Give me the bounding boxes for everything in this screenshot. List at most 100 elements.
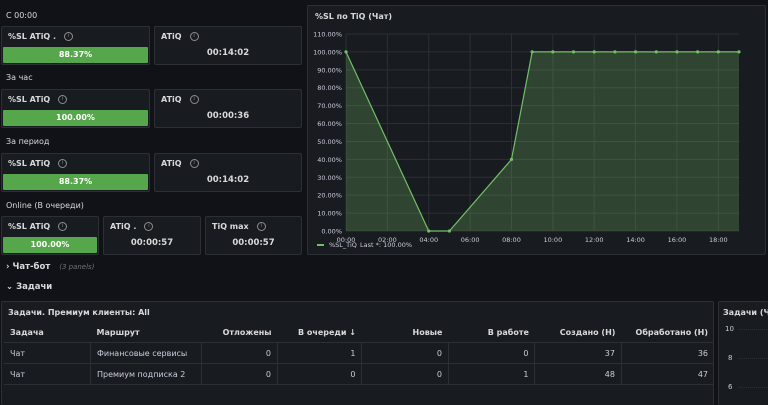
y-tick-label: 40.00%: [317, 156, 342, 164]
sl-gauge-bar: 100.00%: [3, 237, 97, 253]
stat-value: 00:00:57: [232, 238, 275, 248]
chevron-right-icon: ›: [6, 262, 10, 272]
data-point: [613, 50, 617, 54]
cell-created: 48: [534, 363, 622, 385]
stat-title: %SL ATiQ: [8, 222, 51, 231]
data-point: [696, 50, 700, 54]
stat-sl-since[interactable]: %SL ATiQ . i 88.37%: [1, 26, 150, 65]
section-since-midnight: С 00:00: [6, 11, 38, 20]
cell-processed: 36: [621, 342, 714, 364]
stat-sl-period[interactable]: %SL ATiQ i 88.37%: [1, 153, 150, 192]
data-point: [427, 229, 431, 233]
cell-in-work: 1: [448, 363, 536, 385]
y-tick-label: 90.00%: [317, 66, 342, 74]
x-tick-label: 10:00: [543, 236, 562, 244]
grid-line: [739, 358, 768, 359]
stat-title: ATiQ .: [110, 222, 137, 231]
table-title: Задачи. Премиум клиенты: All: [8, 308, 150, 317]
data-point: [654, 50, 658, 54]
y-tick-label: 10.00%: [317, 210, 342, 218]
stat-title: %SL ATiQ: [8, 159, 51, 168]
info-icon[interactable]: i: [144, 222, 154, 231]
grid-line: [739, 329, 768, 330]
info-icon[interactable]: i: [64, 32, 74, 41]
x-tick-label: 04:00: [419, 236, 438, 244]
cell-new: 0: [361, 342, 449, 364]
col-header[interactable]: Обработано (Н): [621, 322, 714, 343]
row-title: Чат-бот: [12, 262, 51, 272]
cell-queue: 1: [277, 342, 363, 364]
stat-atiq-online[interactable]: ATiQ . i 00:00:57: [103, 216, 201, 255]
col-header[interactable]: Маршрут: [90, 322, 202, 343]
info-icon[interactable]: i: [58, 222, 68, 231]
data-point: [716, 50, 720, 54]
stat-value: 00:14:02: [206, 48, 250, 58]
row-tasks-toggle[interactable]: ⌄ Задачи: [6, 282, 52, 292]
cell-processed: 47: [621, 363, 714, 385]
y-tick-label: 8: [728, 354, 733, 362]
chart-title: %SL по TiQ (Чат): [315, 12, 393, 21]
table-row[interactable]: Чат Премиум подписка 2 0 0 0 1 48 47: [4, 363, 714, 385]
chart-panel-sl-tiq[interactable]: %SL по TiQ (Чат) 0.00% 10.00% 20.00% 30.00%…: [307, 5, 766, 255]
row-chatbot-toggle[interactable]: › Чат-бот (3 panels): [6, 262, 94, 272]
stat-atiq-since[interactable]: ATiQ i 00:14:02: [154, 26, 302, 65]
info-icon[interactable]: i: [58, 159, 68, 168]
y-tick-label: 80.00%: [317, 84, 342, 92]
sl-gauge-bar: 88.37%: [3, 174, 148, 190]
stat-value: 00:00:36: [206, 111, 250, 121]
col-header-sorted[interactable]: В очереди ↓: [277, 322, 362, 343]
stat-atiq-period[interactable]: ATiQ i 00:14:02: [154, 153, 302, 192]
panel-title: Задачи (Чат: [723, 308, 768, 317]
y-tick-label: 20.00%: [317, 192, 342, 200]
cell-task: Чат: [4, 363, 91, 385]
info-icon[interactable]: i: [256, 222, 266, 231]
table-header-row: Задача Маршрут Отложены В очереди ↓ Новы…: [4, 322, 714, 343]
tasks-table-panel[interactable]: Задачи. Премиум клиенты: All Задача Марш…: [1, 301, 714, 405]
section-hour: За час: [6, 73, 33, 82]
col-header[interactable]: Новые: [361, 322, 449, 343]
y-tick-label: 0.00%: [321, 228, 342, 236]
data-point: [509, 157, 514, 161]
stat-atiq-hour[interactable]: ATiQ i 00:00:36: [154, 89, 302, 128]
tasks-table: Задача Маршрут Отложены В очереди ↓ Новы…: [4, 322, 714, 385]
stat-sl-online[interactable]: %SL ATiQ i 100.00%: [1, 216, 99, 255]
stat-value: 00:00:57: [130, 238, 174, 248]
stat-value: 00:14:02: [206, 175, 250, 185]
data-point: [737, 50, 741, 54]
cell-postponed: 0: [201, 363, 279, 385]
sl-gauge-bar: 88.37%: [3, 47, 148, 63]
col-header[interactable]: Отложены: [201, 322, 278, 343]
sort-desc-icon: ↓: [349, 327, 356, 337]
sl-tiq-chart: 0.00% 10.00% 20.00% 30.00% 40.00% 50.00% 60.00…: [313, 31, 741, 249]
data-point: [447, 229, 452, 233]
stat-tiq-max-online[interactable]: TiQ max i 00:00:57: [205, 216, 302, 255]
cell-new: 0: [361, 363, 449, 385]
tasks-chat-panel[interactable]: Задачи (Чат 10 8 6: [718, 301, 768, 405]
cell-queue: 0: [277, 363, 363, 385]
data-point: [675, 50, 679, 54]
col-header-label: В очереди: [297, 327, 347, 337]
legend-series-name: %SL_TiQ: [329, 241, 357, 249]
info-icon[interactable]: i: [189, 32, 199, 41]
col-header[interactable]: Создано (Н): [534, 322, 622, 343]
cell-in-work: 0: [448, 342, 536, 364]
table-row[interactable]: Чат Финансовые сервисы 0 1 0 0 37 36: [4, 342, 714, 364]
section-online: Online (В очереди): [6, 201, 84, 210]
cell-postponed: 0: [201, 342, 279, 364]
cell-created: 37: [534, 342, 622, 364]
row-title: Задачи: [16, 282, 53, 292]
x-tick-label: 06:00: [461, 236, 480, 244]
stat-title: ATiQ: [161, 159, 182, 168]
data-point: [344, 50, 348, 54]
col-header[interactable]: В работе: [448, 322, 535, 343]
info-icon[interactable]: i: [58, 95, 68, 104]
info-icon[interactable]: i: [189, 95, 199, 104]
col-header[interactable]: Задача: [4, 322, 91, 343]
grid-line: [739, 387, 768, 388]
chevron-down-icon: ⌄: [6, 282, 14, 292]
y-tick-label: 50.00%: [317, 138, 342, 146]
cell-task: Чат: [4, 342, 91, 364]
info-icon[interactable]: i: [189, 159, 199, 168]
stat-sl-hour[interactable]: %SL ATiQ i 100.00%: [1, 89, 150, 128]
series-area: [346, 51, 739, 232]
